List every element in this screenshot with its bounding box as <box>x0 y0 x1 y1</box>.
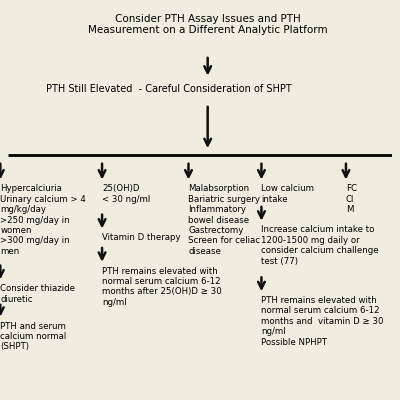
Text: Low calcium
intake: Low calcium intake <box>262 184 314 204</box>
Text: Increase calcium intake to
1200-1500 mg daily or
consider calcium challenge
test: Increase calcium intake to 1200-1500 mg … <box>262 226 379 266</box>
Text: Vitamin D therapy: Vitamin D therapy <box>102 233 181 242</box>
Text: Hypercalciuria
Urinary calcium > 4
mg/kg/day
>250 mg/day in
women
>300 mg/day in: Hypercalciuria Urinary calcium > 4 mg/kg… <box>0 184 86 256</box>
Text: PTH and serum
calcium normal
(SHPT): PTH and serum calcium normal (SHPT) <box>0 322 66 351</box>
Text: Malabsorption
Bariatric surgery
Inflammatory
bowel disease
Gastrectomy
Screen fo: Malabsorption Bariatric surgery Inflamma… <box>188 184 260 256</box>
Text: Consider thiazide
diuretic: Consider thiazide diuretic <box>0 284 75 304</box>
Text: Consider PTH Assay Issues and PTH
Measurement on a Different Analytic Platform: Consider PTH Assay Issues and PTH Measur… <box>88 14 328 36</box>
Text: PTH remains elevated with
normal serum calcium 6-12
months after 25(OH)D ≥ 30
ng: PTH remains elevated with normal serum c… <box>102 267 222 307</box>
Text: PTH Still Elevated  - Careful Consideration of SHPT: PTH Still Elevated - Careful Considerati… <box>46 84 292 94</box>
Text: PTH remains elevated with
normal serum calcium 6-12
months and  vitamin D ≥ 30
n: PTH remains elevated with normal serum c… <box>262 296 384 347</box>
Text: 25(OH)D
< 30 ng/ml: 25(OH)D < 30 ng/ml <box>102 184 150 204</box>
Text: FC
Cl
M: FC Cl M <box>346 184 357 214</box>
